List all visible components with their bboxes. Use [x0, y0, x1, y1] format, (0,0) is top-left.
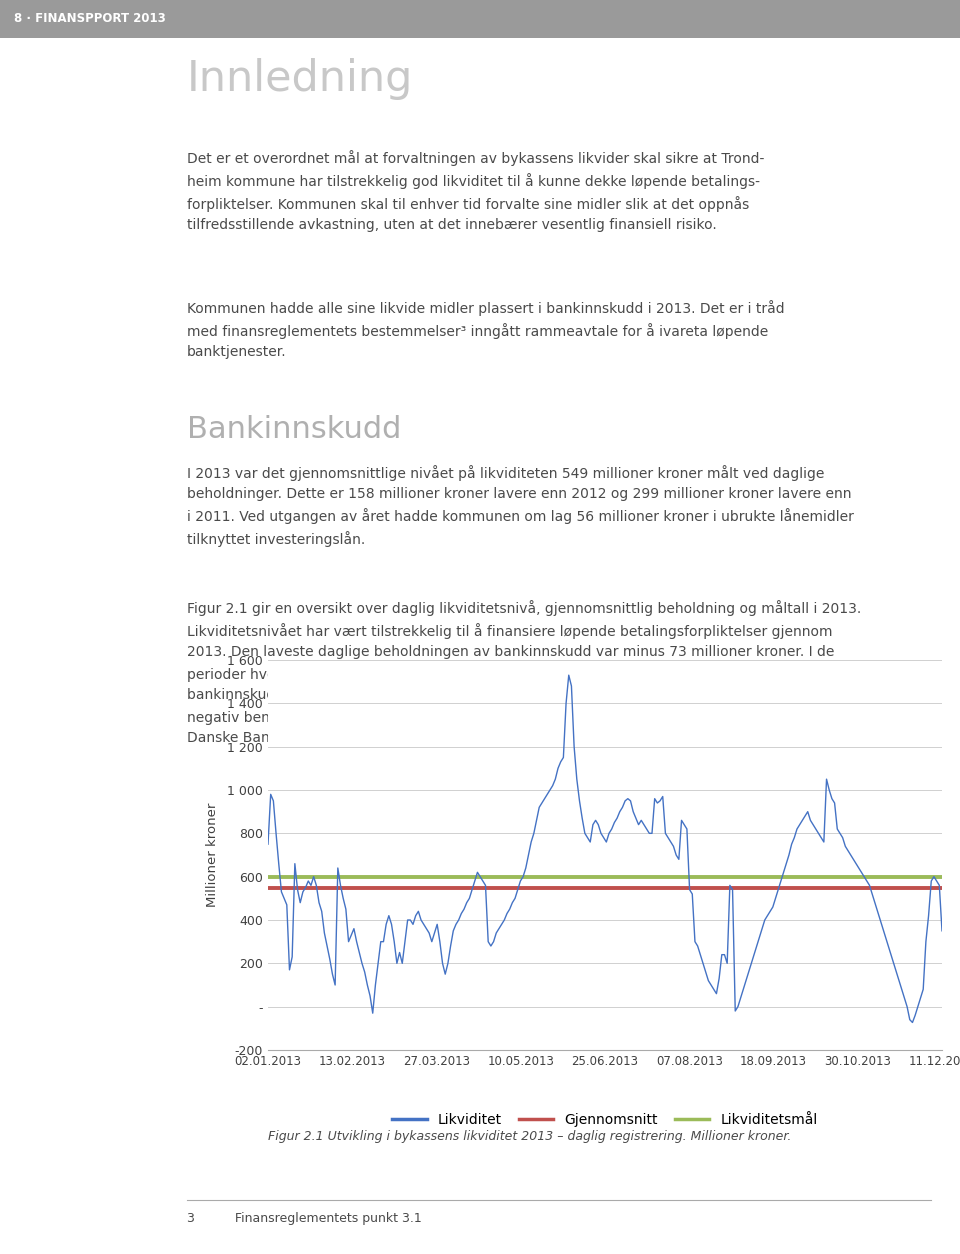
Text: Figur 2.1 Utvikling i bykassens likviditet 2013 – daglig registrering. Millioner: Figur 2.1 Utvikling i bykassens likvidit…	[268, 1130, 791, 1142]
Text: Innledning: Innledning	[187, 58, 414, 100]
Text: I 2013 var det gjennomsnittlige nivået på likviditeten 549 millioner kroner målt: I 2013 var det gjennomsnittlige nivået p…	[187, 465, 853, 547]
Y-axis label: Millioner kroner: Millioner kroner	[206, 803, 219, 907]
Text: Figur 2.1 gir en oversikt over daglig likviditetsnivå, gjennomsnittlig beholdnin: Figur 2.1 gir en oversikt over daglig li…	[187, 599, 875, 745]
Text: 8 · FINANSPPORT 2013: 8 · FINANSPPORT 2013	[14, 13, 166, 25]
Text: 3          Finansreglementets punkt 3.1: 3 Finansreglementets punkt 3.1	[187, 1213, 421, 1225]
Legend: Likviditet, Gjennomsnitt, Likviditetsmål: Likviditet, Gjennomsnitt, Likviditetsmål	[387, 1107, 824, 1132]
Text: Bankinnskudd: Bankinnskudd	[187, 415, 401, 444]
Text: Det er et overordnet mål at forvaltningen av bykassens likvider skal sikre at Tr: Det er et overordnet mål at forvaltninge…	[187, 150, 764, 232]
Bar	[0, 0, 960, 38]
Text: Kommunen hadde alle sine likvide midler plassert i bankinnskudd i 2013. Det er i: Kommunen hadde alle sine likvide midler …	[187, 300, 784, 359]
